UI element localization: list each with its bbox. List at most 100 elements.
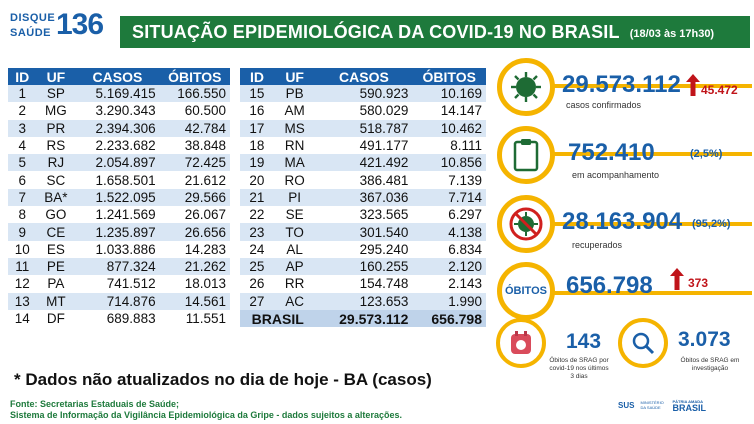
cell-deaths: 10.169 [412,85,486,103]
confirmed-circle [497,58,555,116]
cell-id: 5 [8,154,37,172]
cell-id: 9 [8,223,37,241]
table-row: 12 PA 741.512 18.013 [8,275,230,292]
cell-uf: ES [46,241,65,257]
cell-uf: SP [36,85,76,103]
table-row: 20 RO 386.481 7.139 [240,171,486,188]
cell-uf: DF [46,311,65,326]
cell-deaths: 2.143 [448,276,482,292]
cell-deaths: 14.147 [440,103,482,119]
recovered-bar [528,222,752,226]
cell-cases: 123.653 [315,292,413,310]
cell-id: 15 [240,85,274,103]
srag-label-line-1: Óbitos de SRAG por [549,357,609,364]
cell-uf: RS [46,138,66,154]
cell-id: 1 [8,85,37,103]
table-row: 24 AL 295.240 6.834 [240,241,486,258]
cell-uf: PE [36,257,76,276]
cell-uf: PA [47,276,65,292]
table-row: 6 SC 1.658.501 21.612 [8,171,230,188]
cell-deaths: 10.462 [412,119,486,137]
monitoring-value: 752.410 [568,139,655,166]
cell-uf: PR [36,119,76,137]
cell-id: 14 [14,311,30,326]
cell-cases: 1.241.569 [95,207,156,223]
cell-id: 7 [8,188,37,207]
col-id-header: ID [8,68,37,85]
cell-cases: 590.923 [315,85,413,103]
investigation-value: 3.073 [678,328,731,351]
cell-id: 25 [240,257,274,276]
col-uf-header: UF [273,68,316,85]
cell-deaths: 8.111 [450,138,482,154]
cell-cases: 877.324 [75,257,160,276]
cell-uf: RR [284,276,305,292]
cell-cases: 2.054.897 [75,154,160,172]
cell-uf: PI [273,188,316,207]
table-header-row: ID UF CASOS ÓBITOS [240,68,486,85]
col-cases-header: CASOS [315,68,413,85]
bahia-note: * Dados não atualizados no dia de hoje -… [14,370,432,389]
monitoring-bar [528,152,752,156]
cell-id: 8 [18,207,27,223]
logo-text-top: DISQUE [10,12,56,24]
srag-label: Óbitos de SRAG por covid-19 nos últimos … [546,357,612,381]
cell-cases: 1.658.501 [95,172,156,188]
cell-id: 19 [240,154,274,172]
cell-deaths: 4.138 [412,223,486,241]
confirmed-bar [528,84,752,88]
deaths-value: 656.798 [566,272,653,299]
recovered-circle [497,195,555,253]
confirmed-new: 45.472 [701,83,738,97]
recovered-pct: (95,2%) [692,218,731,230]
cell-id: 18 [249,138,265,154]
cell-cases: 301.540 [315,223,413,241]
cell-uf: MS [273,119,316,137]
table-row: 21 PI 367.036 7.714 [240,188,486,207]
table-row: 18 RN 491.177 8.111 [240,137,486,154]
investigation-label: Óbitos de SRAG em investigação [672,357,748,373]
col-deaths-header: ÓBITOS [412,68,486,85]
deaths-circle-label: ÓBITOS [505,285,547,297]
cell-uf: AL [286,241,303,257]
table-row: 17 MS 518.787 10.462 [240,119,486,137]
cell-id: 20 [249,172,265,188]
cell-deaths: 21.612 [184,172,226,188]
recovered-label: recuperados [572,240,623,250]
cell-deaths: 7.139 [448,172,482,188]
cell-cases: 386.481 [359,172,409,188]
cell-uf: AC [273,292,316,310]
cell-cases: 160.255 [315,257,413,276]
states-table-left: ID UF CASOS ÓBITOS 1 SP 5.169.415 166.550 2 M… [8,68,230,327]
table-row: 5 RJ 2.054.897 72.425 [8,154,230,172]
cell-cases: 1.235.897 [75,223,160,241]
up-arrow-icon [670,268,684,290]
cell-id: 22 [249,207,265,223]
col-id-header: ID [240,68,274,85]
cell-uf: SC [46,172,66,188]
cell-cases: 580.029 [359,103,409,119]
cell-deaths: 18.013 [184,276,226,292]
cell-uf: RJ [36,154,76,172]
cell-cases: 295.240 [359,241,409,257]
srag-value: 143 [566,330,602,353]
total-label: BRASIL [240,309,316,328]
cell-uf: RO [284,172,305,188]
logo-text-bottom: SAÚDE [10,27,52,39]
investigation-circle [618,318,668,368]
cell-uf: SE [285,207,304,223]
cell-deaths: 72.425 [159,154,230,172]
table-row: 4 RS 2.233.682 38.848 [8,137,230,154]
table-row: 7 BA* 1.522.095 29.566 [8,188,230,207]
cell-deaths: 7.714 [412,188,486,207]
table-row: 13 MT 714.876 14.561 [8,292,230,310]
srag-label-line-2: covid-19 nos últimos [549,365,609,372]
table-row: 22 SE 323.565 6.297 [240,206,486,223]
confirmed-label: casos confirmados [566,100,642,110]
srag-circle [496,318,546,368]
cell-uf: TO [273,223,316,241]
gov-slogan: PÁTRIA AMADA [672,399,704,404]
disque-saude-logo: DISQUE SAÚDE 136 [8,8,116,44]
table-row: 19 MA 421.492 10.856 [240,154,486,172]
clipboard-icon [513,139,539,172]
